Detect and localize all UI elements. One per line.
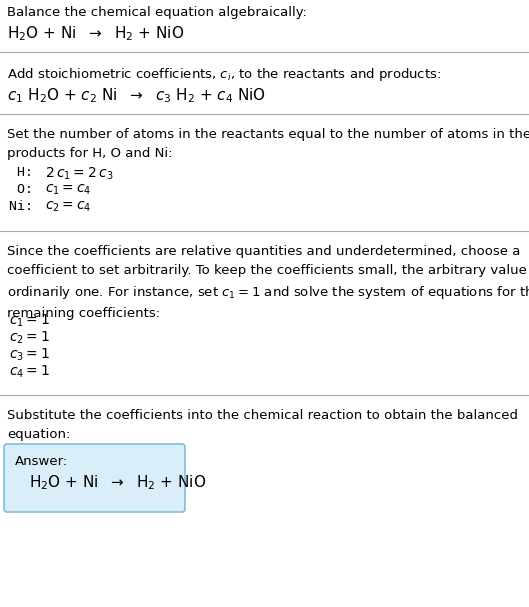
- Text: $c_1 = c_4$: $c_1 = c_4$: [45, 183, 92, 197]
- Text: Balance the chemical equation algebraically:: Balance the chemical equation algebraica…: [7, 6, 307, 19]
- Text: $c_1 = 1$: $c_1 = 1$: [9, 313, 50, 330]
- Text: Set the number of atoms in the reactants equal to the number of atoms in the
pro: Set the number of atoms in the reactants…: [7, 128, 529, 160]
- Text: Add stoichiometric coefficients, $c_i$, to the reactants and products:: Add stoichiometric coefficients, $c_i$, …: [7, 66, 441, 83]
- Text: H:: H:: [9, 166, 49, 179]
- Text: Substitute the coefficients into the chemical reaction to obtain the balanced
eq: Substitute the coefficients into the che…: [7, 409, 518, 441]
- Text: $c_2 = c_4$: $c_2 = c_4$: [45, 200, 92, 214]
- FancyBboxPatch shape: [4, 444, 185, 512]
- Text: $c_2 = 1$: $c_2 = 1$: [9, 330, 50, 347]
- Text: Ni:: Ni:: [9, 200, 49, 213]
- Text: $c_1$ H$_2$O + $c_2$ Ni  $\rightarrow$  $c_3$ H$_2$ + $c_4$ NiO: $c_1$ H$_2$O + $c_2$ Ni $\rightarrow$ $c…: [7, 86, 266, 104]
- Text: $2\,c_1 = 2\,c_3$: $2\,c_1 = 2\,c_3$: [45, 166, 113, 182]
- Text: H$_2$O + Ni  $\rightarrow$  H$_2$ + NiO: H$_2$O + Ni $\rightarrow$ H$_2$ + NiO: [7, 24, 184, 42]
- Text: Answer:: Answer:: [15, 455, 68, 468]
- Text: $c_4 = 1$: $c_4 = 1$: [9, 364, 50, 381]
- Text: $c_3 = 1$: $c_3 = 1$: [9, 347, 50, 364]
- Text: H$_2$O + Ni  $\rightarrow$  H$_2$ + NiO: H$_2$O + Ni $\rightarrow$ H$_2$ + NiO: [29, 473, 206, 492]
- Text: O:: O:: [9, 183, 49, 196]
- Text: Since the coefficients are relative quantities and underdetermined, choose a
coe: Since the coefficients are relative quan…: [7, 245, 529, 320]
